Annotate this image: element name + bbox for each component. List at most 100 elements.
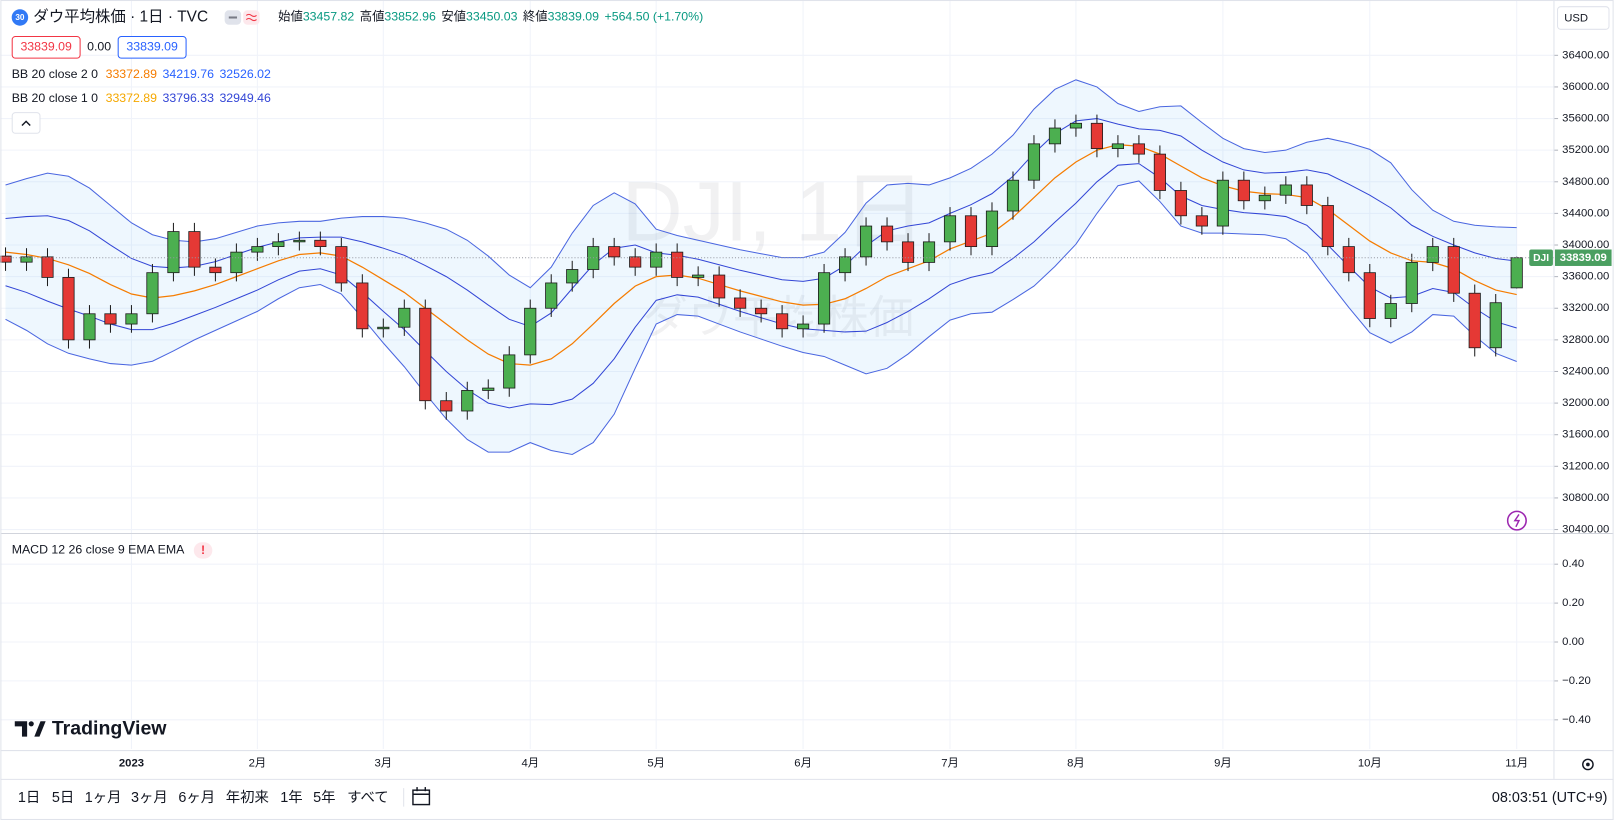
candle-body bbox=[104, 313, 117, 325]
settings-icon-center[interactable] bbox=[1586, 762, 1590, 767]
candle-body bbox=[482, 387, 495, 391]
last-price-label: 33839.09 bbox=[1560, 252, 1607, 264]
y-tick-label: 30800.00 bbox=[1562, 492, 1609, 504]
band-fill bbox=[5, 79, 1517, 455]
bb1-lower: 32949.46 bbox=[219, 91, 271, 105]
bid[interactable]: 33839.09 bbox=[20, 40, 72, 54]
bb1-name: BB 20 close 1 0 bbox=[12, 91, 98, 105]
range-button[interactable]: すべて bbox=[347, 789, 389, 806]
x-tick-label: 11月 bbox=[1505, 757, 1528, 769]
macd-alert[interactable]: ! bbox=[201, 543, 205, 557]
candle-body bbox=[1342, 246, 1355, 274]
y-tick-label: 32400.00 bbox=[1562, 365, 1609, 377]
candle-body bbox=[818, 272, 831, 325]
candle-body bbox=[398, 307, 411, 328]
collapse-button[interactable] bbox=[11, 112, 41, 134]
y-tick-label: 36000.00 bbox=[1562, 81, 1609, 93]
y-tick-label: 30400.00 bbox=[1562, 524, 1609, 536]
candle-body bbox=[880, 225, 894, 243]
delay-icon bbox=[243, 10, 260, 25]
open-label: 始値 bbox=[278, 9, 303, 24]
candle-body bbox=[671, 251, 684, 278]
candle-body bbox=[209, 266, 222, 274]
range-button[interactable]: 1年 bbox=[280, 789, 302, 806]
candle-body bbox=[356, 282, 369, 330]
y-tick-label: 0.20 bbox=[1562, 597, 1584, 609]
candle-body bbox=[901, 241, 915, 263]
candle-body bbox=[629, 256, 642, 268]
grid-layer bbox=[0, 0, 1559, 750]
candle-body bbox=[1006, 179, 1020, 212]
candle-body bbox=[1405, 261, 1418, 304]
candle-body bbox=[1153, 153, 1166, 191]
candle-body bbox=[1048, 127, 1062, 145]
bb2-lower: 32526.02 bbox=[219, 67, 271, 81]
candle-body bbox=[1195, 215, 1208, 227]
candle-body bbox=[272, 241, 285, 248]
collapse-chevron[interactable] bbox=[21, 120, 31, 127]
macd-title: MACD 12 26 close 9 EMA EMA bbox=[12, 543, 185, 557]
x-tick-label: 8月 bbox=[1067, 757, 1085, 769]
low-value: 33450.03 bbox=[466, 10, 518, 24]
range-button[interactable]: 6ヶ月 bbox=[178, 790, 215, 806]
range-button[interactable]: 1日 bbox=[18, 790, 40, 806]
candle-body bbox=[1363, 272, 1376, 319]
currency[interactable]: USD bbox=[1564, 13, 1588, 25]
logo-mark bbox=[14, 721, 46, 737]
candle-body bbox=[167, 231, 180, 274]
candle-body bbox=[755, 307, 768, 315]
band-upper bbox=[5, 79, 1517, 289]
candle-body bbox=[545, 282, 558, 309]
logo-text: TradingView bbox=[52, 718, 167, 740]
candle-body bbox=[566, 269, 579, 284]
settings-icon[interactable] bbox=[1582, 758, 1594, 771]
currency-button[interactable] bbox=[1557, 6, 1610, 30]
candle-body bbox=[1111, 143, 1124, 150]
candle-body bbox=[1279, 184, 1292, 196]
candle-body bbox=[713, 274, 726, 299]
candle-body bbox=[251, 246, 264, 253]
candle-body bbox=[1090, 122, 1104, 150]
candle-body bbox=[608, 246, 621, 258]
candle-body bbox=[797, 323, 810, 330]
toolbar: 1日 5日 1ヶ月 3ヶ月 6ヶ月 年初来 1年 5年 すべて bbox=[18, 789, 389, 806]
symbol-title: ダウ平均株価 · 1日 · TVC bbox=[33, 8, 208, 26]
candle-body bbox=[377, 326, 390, 330]
candle-body bbox=[188, 231, 201, 268]
ask[interactable]: 33839.09 bbox=[126, 40, 178, 54]
candle-body bbox=[859, 225, 873, 258]
close-label: 終値 bbox=[523, 9, 548, 24]
candle-body bbox=[1384, 303, 1397, 319]
alert-icon-glyph[interactable] bbox=[1513, 514, 1521, 528]
candle-body bbox=[461, 390, 474, 412]
range-button[interactable]: 5日 bbox=[52, 790, 74, 806]
y-tick-label: 32800.00 bbox=[1562, 334, 1609, 346]
candle-body bbox=[20, 256, 33, 263]
calendar-icon[interactable] bbox=[412, 787, 431, 806]
y-tick-label: 31200.00 bbox=[1562, 460, 1609, 472]
candle-body bbox=[1132, 143, 1145, 155]
bid-box[interactable] bbox=[11, 36, 81, 59]
bb2-name: BB 20 close 2 0 bbox=[12, 67, 98, 81]
ask-box[interactable] bbox=[117, 36, 187, 59]
symbol-tag bbox=[1529, 249, 1553, 266]
plot-layer bbox=[0, 79, 1554, 456]
candle-body bbox=[41, 256, 54, 278]
candle-body bbox=[1510, 257, 1523, 289]
range-button[interactable]: 1ヶ月 bbox=[85, 790, 122, 806]
candle-body bbox=[943, 215, 957, 243]
change: +564.50 (+1.70%) bbox=[605, 10, 704, 24]
range-button[interactable]: 年初来 bbox=[226, 789, 269, 806]
y-tick-label: 34400.00 bbox=[1562, 207, 1609, 219]
range-button[interactable]: 3ヶ月 bbox=[131, 790, 168, 806]
band-lower bbox=[5, 180, 1517, 456]
x-tick-label: 2023 bbox=[119, 757, 144, 769]
candle-body bbox=[776, 313, 789, 330]
macd-alert-badge[interactable] bbox=[193, 542, 213, 559]
range-button[interactable]: 5年 bbox=[313, 789, 335, 806]
bb1-upper: 33796.33 bbox=[163, 91, 215, 105]
close-value: 33839.09 bbox=[548, 10, 600, 24]
x-tick-label: 10月 bbox=[1358, 757, 1382, 769]
